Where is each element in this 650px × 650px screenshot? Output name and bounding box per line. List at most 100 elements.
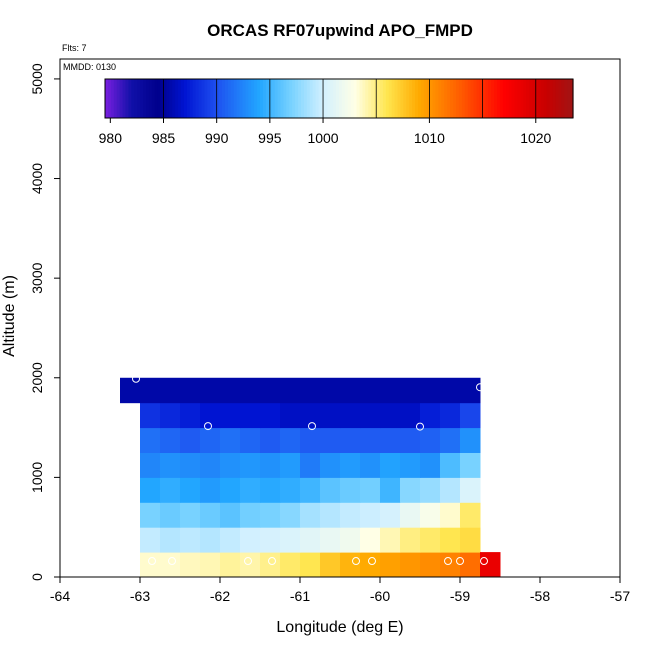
colorbar-segment — [371, 79, 375, 118]
colorbar-segment — [245, 79, 249, 118]
colorbar-segment — [426, 79, 431, 118]
colorbar-segment — [394, 79, 399, 118]
colorbar-segment — [172, 79, 176, 118]
heatmap-cell — [220, 402, 241, 429]
heatmap-cell — [260, 552, 281, 578]
heatmap-cell — [140, 552, 161, 578]
colorbar-segment — [227, 79, 232, 118]
colorbar-segment — [546, 79, 551, 118]
colorbar-segment — [388, 79, 393, 118]
heatmap-cell — [180, 502, 201, 528]
heatmap-cell — [200, 502, 221, 528]
colorbar-segment — [265, 79, 270, 118]
heatmap-cell — [360, 452, 381, 478]
colorbar-segment — [125, 79, 129, 118]
y-tick-label: 4000 — [29, 163, 45, 194]
heatmap-cell — [420, 527, 441, 553]
colorbar-segment — [441, 79, 445, 118]
heatmap-cell — [160, 452, 181, 478]
heatmap-cell — [400, 477, 421, 503]
colorbar-tick-label: 1020 — [520, 130, 551, 146]
heatmap-cell — [440, 502, 461, 528]
colorbar-segment — [163, 79, 168, 118]
heatmap-cell — [420, 427, 441, 453]
x-axis-ticks: -64 -63 -62 -61 -60 -59 -58 -57 — [50, 577, 630, 604]
colorbar-segment — [292, 79, 296, 118]
colorbar-segment — [260, 79, 264, 118]
colorbar-segment — [479, 79, 483, 118]
heatmap-cell — [140, 427, 161, 453]
heatmap-cell — [200, 527, 221, 553]
colorbar-segment — [382, 79, 387, 118]
heatmap-cell — [280, 502, 301, 528]
heatmap-cell — [460, 452, 481, 478]
heatmap-cell — [180, 452, 201, 478]
heatmap-cell — [140, 502, 161, 528]
colorbar-segment — [567, 79, 571, 118]
colorbar-segment — [333, 79, 337, 118]
heatmap-cell — [220, 427, 241, 453]
colorbar-segment — [505, 79, 510, 118]
flight-point — [476, 383, 484, 392]
x-tick-label: -62 — [210, 588, 230, 604]
colorbar-segment — [198, 79, 203, 118]
heatmap-cell — [400, 402, 421, 429]
heatmap-cell — [300, 527, 321, 553]
colorbar-segment — [341, 79, 346, 118]
heatmap-cell — [300, 552, 321, 578]
flight-point — [308, 422, 316, 431]
heatmap-cell — [140, 402, 161, 429]
heatmap-cell — [380, 402, 401, 429]
heatmap-cell — [380, 502, 401, 528]
heatmap-cell — [220, 502, 241, 528]
heatmap-cell — [320, 452, 341, 478]
plot-frame — [59, 58, 621, 578]
colorbar-segment — [251, 79, 255, 118]
colorbar-segment — [248, 79, 252, 118]
heatmap-cell — [140, 452, 161, 478]
colorbar-segment — [461, 79, 466, 118]
heatmap-cell — [160, 427, 181, 453]
heatmap-cell — [180, 527, 201, 553]
colorbar-tick-label: 1010 — [414, 130, 445, 146]
colorbar-segment — [499, 79, 504, 118]
heatmap-cell — [240, 552, 261, 578]
flight-point — [268, 557, 276, 566]
heatmap-cell — [380, 427, 401, 453]
heatmap-cell — [260, 427, 281, 453]
heatmap-cell — [280, 427, 301, 453]
heatmap-cell — [460, 427, 481, 453]
colorbar-segment — [122, 79, 127, 118]
colorbar-segment — [116, 79, 121, 118]
colorbar-segment — [318, 79, 323, 118]
flight-point — [416, 422, 424, 431]
colorbar-segment — [438, 79, 442, 118]
colorbar-segment — [242, 79, 246, 118]
colorbar-segment — [183, 79, 188, 118]
colorbar-segment — [145, 79, 150, 118]
heatmap-cell — [260, 527, 281, 553]
colorbar-segment — [412, 79, 416, 118]
colorbar-segment — [262, 79, 267, 118]
colorbar-segment — [178, 79, 182, 118]
colorbar-segment — [409, 79, 413, 118]
colorbar-segment — [537, 79, 542, 118]
heatmap-cell — [420, 502, 441, 528]
heatmap-cell — [260, 477, 281, 503]
heatmap-cell — [260, 402, 281, 429]
heatmap-cell — [300, 427, 321, 453]
colorbar-segment — [324, 79, 328, 118]
flight-points — [132, 374, 488, 566]
colorbar-segment — [447, 79, 451, 118]
colorbar-segment — [289, 79, 293, 118]
colorbar-segment — [148, 79, 153, 118]
colorbar-segment — [488, 79, 492, 118]
colorbar-segment — [534, 79, 539, 118]
x-tick-label: -61 — [290, 588, 310, 604]
heatmap-cell — [360, 402, 381, 429]
heatmap-cell — [400, 527, 421, 553]
flights-count-label: Flts: 7 — [62, 43, 87, 53]
colorbar-segment — [119, 79, 124, 118]
flight-point — [244, 557, 252, 566]
